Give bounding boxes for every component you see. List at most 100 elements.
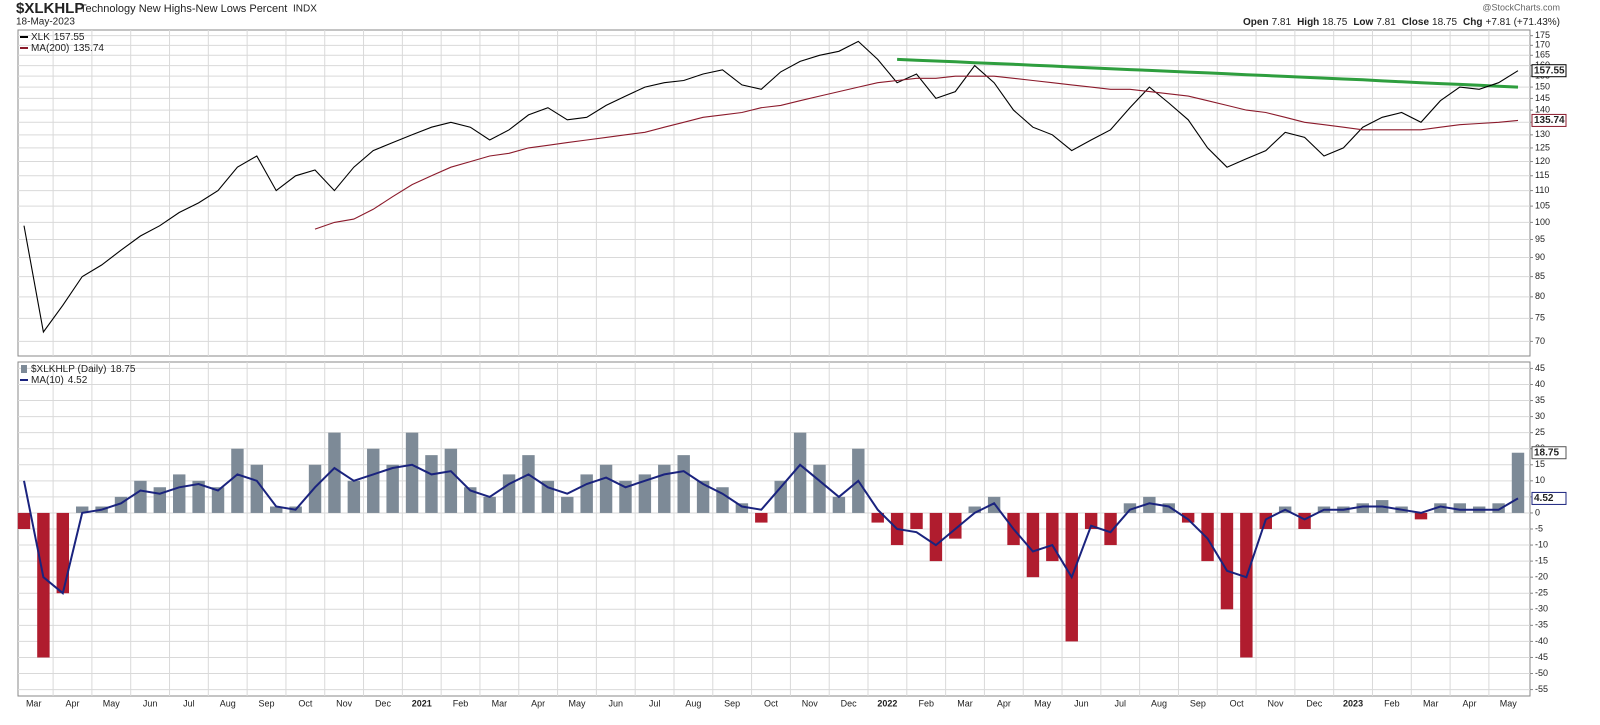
x-tick-label: Jun xyxy=(1074,698,1089,708)
histogram-bar xyxy=(774,480,787,513)
legend-swatch xyxy=(21,365,27,373)
histogram-bar xyxy=(192,480,205,513)
histogram-bar xyxy=(1143,496,1156,513)
legend-value: 4.52 xyxy=(68,375,88,386)
histogram-bar xyxy=(308,464,322,513)
legend-entry: MA(200) 135.74 xyxy=(31,43,104,54)
legend-entry: XLK 157.55 xyxy=(31,32,85,43)
histogram-bar xyxy=(1511,452,1525,513)
y-tick-label: 10 xyxy=(1535,475,1545,485)
series-line xyxy=(23,463,1519,595)
y-tick-label: 140 xyxy=(1535,104,1550,114)
histogram-bar xyxy=(37,512,50,658)
y-tick-label: 90 xyxy=(1535,252,1545,262)
y-tick-label: 35 xyxy=(1535,395,1545,405)
histogram-bar xyxy=(1414,512,1428,520)
y-tick-label: -45 xyxy=(1535,652,1548,662)
histogram-bar xyxy=(250,464,264,513)
histogram-bar xyxy=(735,503,749,513)
histogram-bar xyxy=(658,464,671,513)
x-tick-label: Dec xyxy=(841,698,858,708)
y-tick-label: 130 xyxy=(1535,129,1550,139)
histogram-bar xyxy=(386,464,399,513)
x-tick-label: 2021 xyxy=(412,698,432,708)
x-tick-label: Jun xyxy=(609,698,624,708)
y-tick-label: -5 xyxy=(1535,523,1543,533)
y-tick-label: 150 xyxy=(1535,81,1550,91)
quote-label: Close xyxy=(1402,17,1430,28)
quote-value: 18.75 xyxy=(1322,17,1347,28)
histogram-bar xyxy=(1220,512,1234,610)
histogram-bar xyxy=(677,455,690,513)
histogram-bar xyxy=(134,480,147,513)
last-value-label: 4.52 xyxy=(1534,493,1554,504)
x-tick-label: Jul xyxy=(1114,698,1126,708)
histogram-bar xyxy=(270,506,283,513)
y-tick-label: 175 xyxy=(1535,30,1550,40)
y-tick-label: 70 xyxy=(1535,336,1545,346)
legend-value: 157.55 xyxy=(54,32,85,43)
last-value-label: 157.55 xyxy=(1534,65,1565,76)
x-tick-label: Mar xyxy=(1423,698,1439,708)
exchange: INDX xyxy=(293,4,317,15)
y-tick-label: 170 xyxy=(1535,40,1550,50)
legend-value: 135.74 xyxy=(73,43,104,54)
legend-value: 18.75 xyxy=(110,364,135,375)
y-tick-label: 15 xyxy=(1535,459,1545,469)
date: 18-May-2023 xyxy=(16,17,75,28)
quote-value: +7.81 (+71.43%) xyxy=(1486,17,1561,28)
histogram-bar xyxy=(929,512,943,562)
histogram-bar xyxy=(871,512,884,523)
histogram-bar xyxy=(173,474,186,513)
histogram-bar xyxy=(75,506,89,513)
y-tick-label: 95 xyxy=(1535,234,1545,244)
x-tick-label: Feb xyxy=(1384,698,1400,708)
x-tick-label: Dec xyxy=(1306,698,1323,708)
y-tick-label: 80 xyxy=(1535,291,1545,301)
y-tick-label: 45 xyxy=(1535,363,1545,373)
x-tick-label: Jul xyxy=(183,698,195,708)
histogram-bar xyxy=(1181,512,1195,523)
quote-label: Open xyxy=(1243,17,1269,28)
x-tick-label: Oct xyxy=(298,698,313,708)
x-tick-label: Nov xyxy=(1267,698,1284,708)
histogram-bar xyxy=(619,480,632,513)
x-tick-label: Sep xyxy=(724,698,740,708)
series-line xyxy=(314,75,1519,230)
y-tick-label: 40 xyxy=(1535,379,1545,389)
y-tick-label: -20 xyxy=(1535,572,1548,582)
histogram-bar xyxy=(522,455,535,513)
x-tick-label: Apr xyxy=(1462,698,1476,708)
legend-entry: MA(10) 4.52 xyxy=(31,375,88,386)
y-tick-label: 85 xyxy=(1535,271,1545,281)
last-value-box xyxy=(1531,446,1567,460)
last-value-label: 18.75 xyxy=(1534,447,1559,458)
histogram-bar xyxy=(1123,503,1137,513)
x-tick-label: Nov xyxy=(802,698,819,708)
y-tick-label: 110 xyxy=(1535,185,1549,195)
y-tick-label: 0 xyxy=(1535,507,1540,517)
histogram-bar xyxy=(755,512,768,523)
histogram-bar xyxy=(716,487,729,513)
last-value-box xyxy=(1531,64,1567,78)
symbol: $XLKHLP xyxy=(16,0,84,17)
x-tick-label: May xyxy=(568,698,586,708)
histogram-bar xyxy=(561,496,574,513)
x-tick-label: Oct xyxy=(764,698,779,708)
histogram-bar xyxy=(968,506,981,513)
y-tick-label: -25 xyxy=(1535,588,1548,598)
histogram-bar xyxy=(17,512,31,529)
x-tick-label: 2022 xyxy=(877,698,897,708)
x-tick-label: Aug xyxy=(1151,698,1167,708)
histogram-bar xyxy=(599,464,613,513)
y-tick-label: 100 xyxy=(1535,217,1550,227)
histogram-bar xyxy=(464,487,477,513)
legend-name: MA(200) xyxy=(31,43,69,54)
y-tick-label: -30 xyxy=(1535,604,1548,614)
x-tick-label: 2023 xyxy=(1343,698,1363,708)
histogram-bar xyxy=(813,464,826,513)
last-value-box xyxy=(1531,113,1567,127)
y-tick-label: -15 xyxy=(1535,555,1548,565)
histogram-bar xyxy=(1356,503,1369,513)
